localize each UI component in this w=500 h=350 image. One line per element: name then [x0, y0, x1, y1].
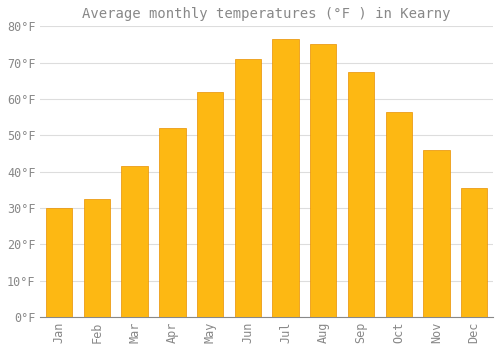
Bar — [234, 59, 261, 317]
Bar — [122, 166, 148, 317]
Bar — [348, 72, 374, 317]
Bar — [386, 112, 412, 317]
Title: Average monthly temperatures (°F ) in Kearny: Average monthly temperatures (°F ) in Ke… — [82, 7, 451, 21]
Bar — [84, 199, 110, 317]
Bar — [461, 188, 487, 317]
Bar — [46, 208, 72, 317]
Bar — [197, 92, 224, 317]
Bar — [424, 150, 450, 317]
Bar — [272, 39, 299, 317]
Bar — [310, 44, 336, 317]
Bar — [159, 128, 186, 317]
